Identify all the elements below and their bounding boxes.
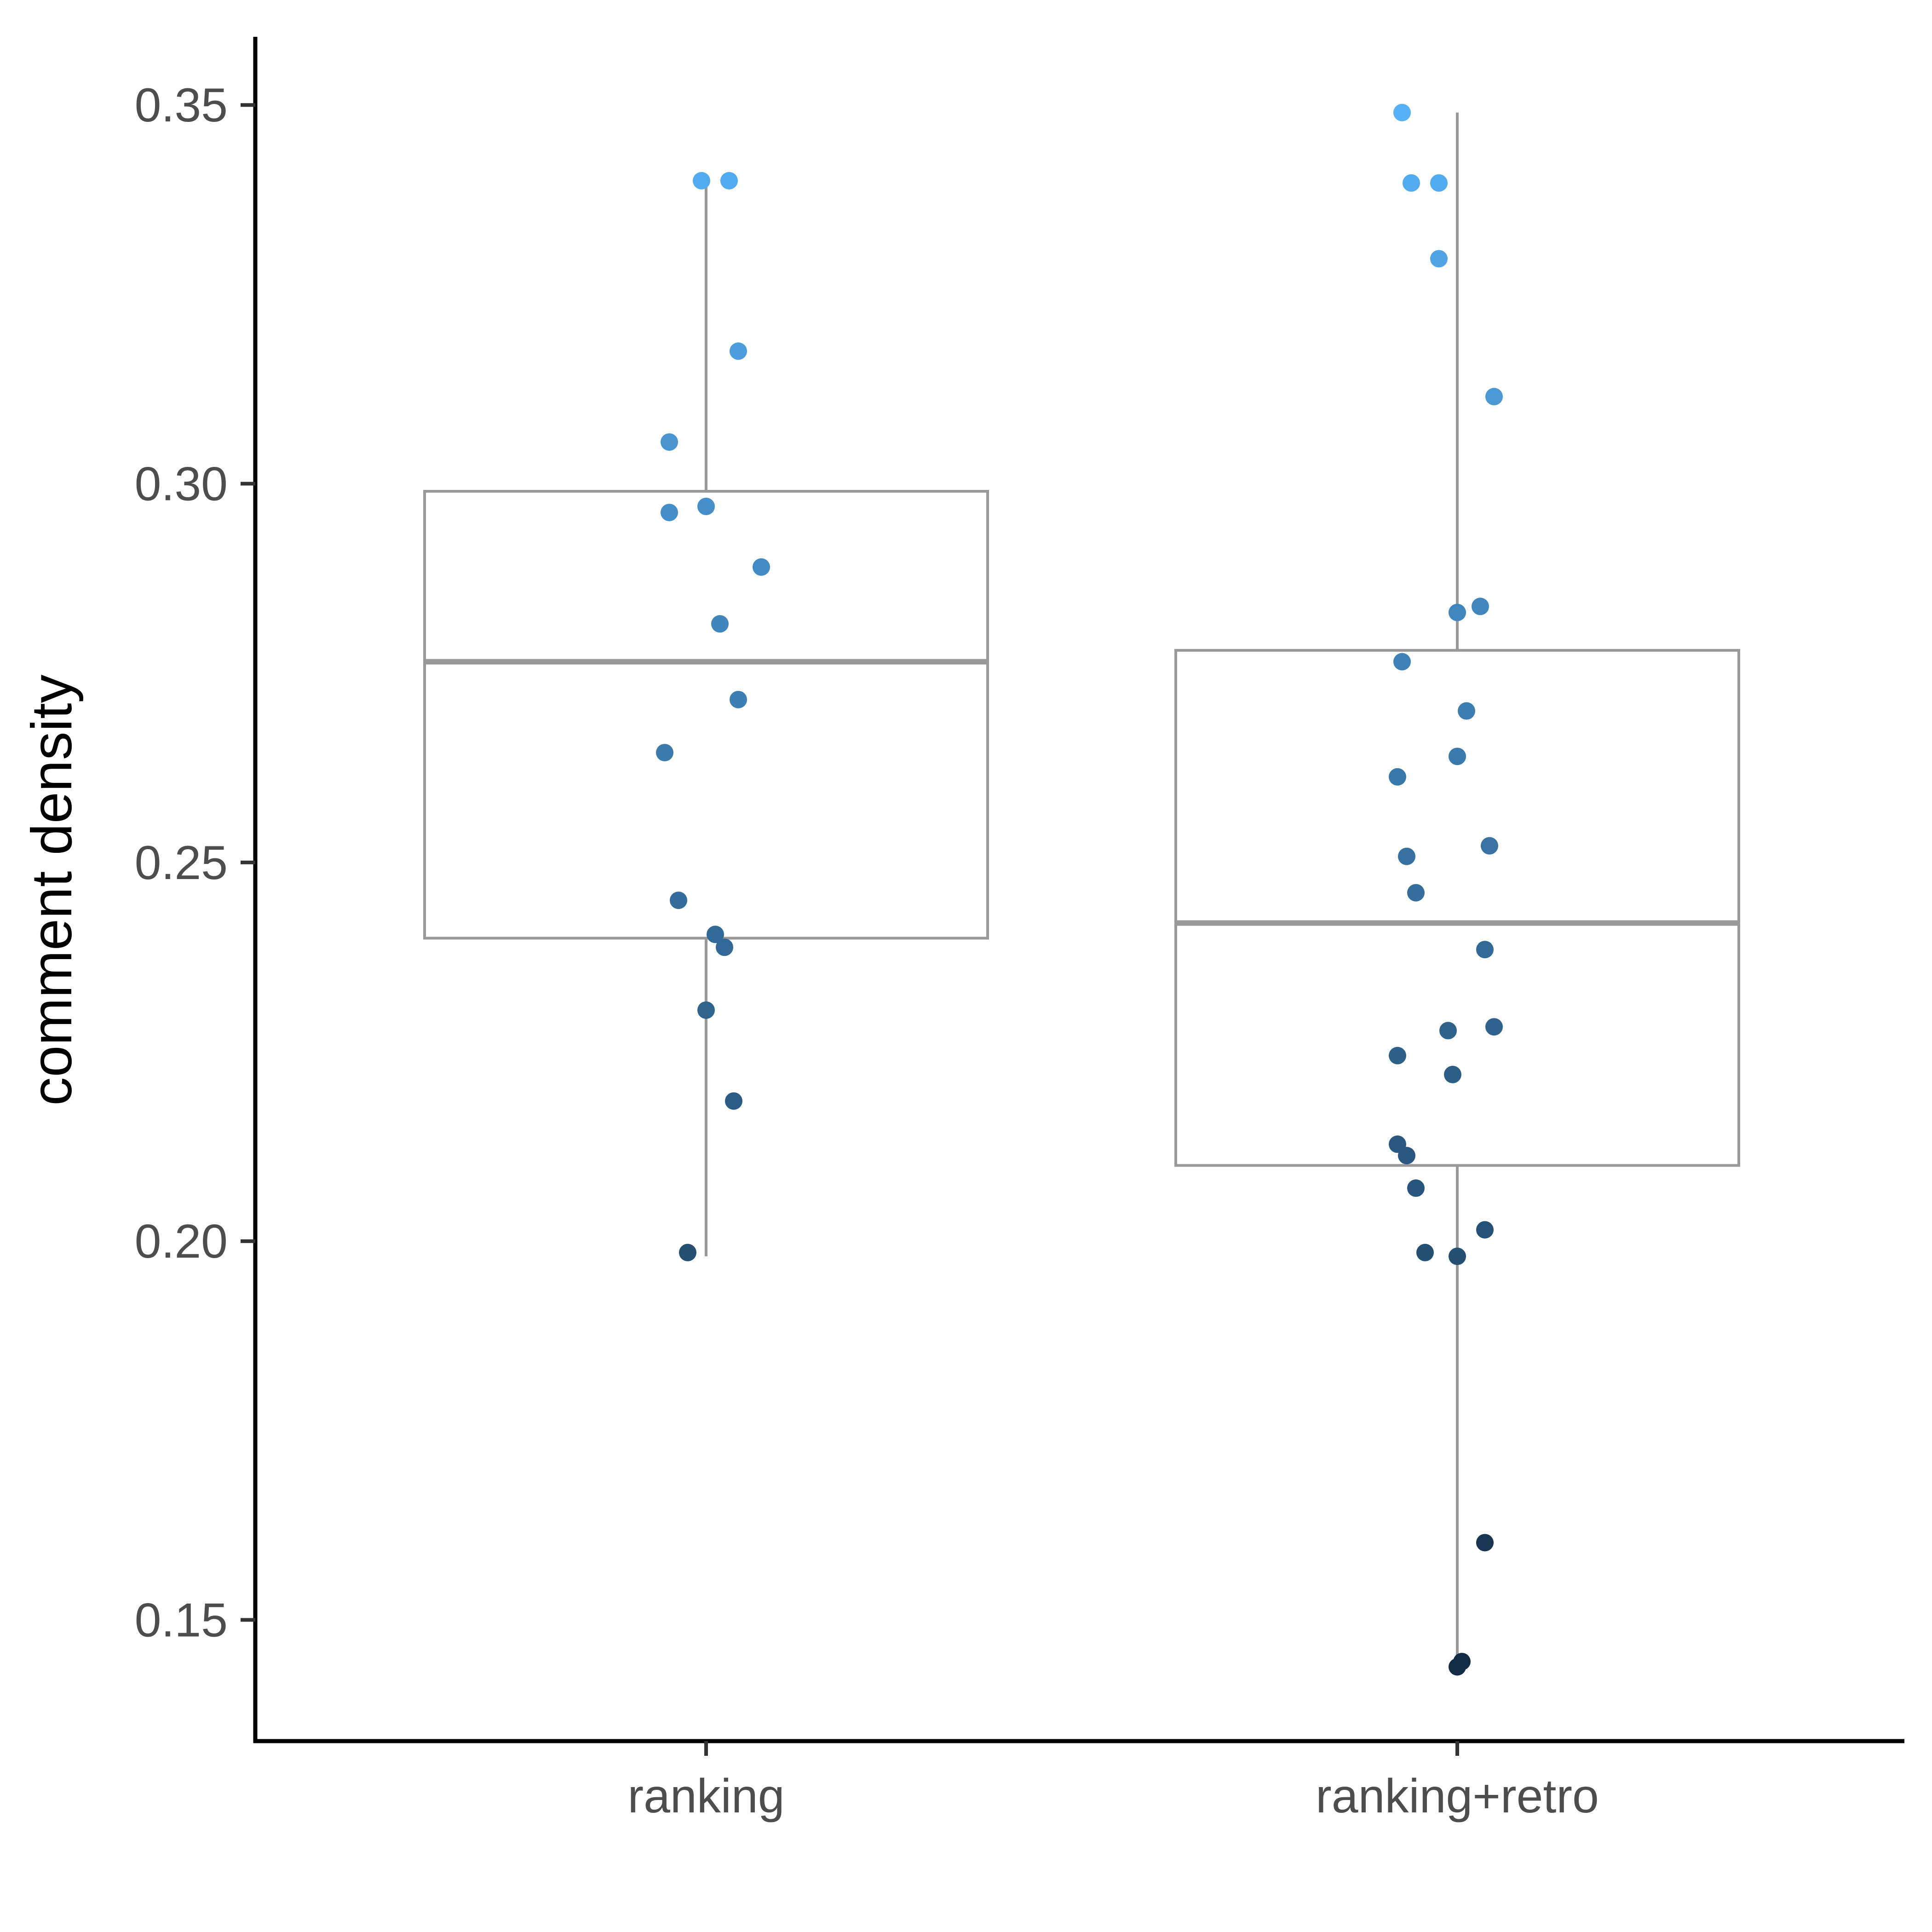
data-point xyxy=(1449,748,1466,765)
data-point xyxy=(730,342,747,360)
data-point xyxy=(1481,837,1498,855)
data-point xyxy=(1398,1147,1415,1165)
data-point xyxy=(1449,604,1466,621)
data-point xyxy=(1476,1534,1494,1552)
data-point xyxy=(1476,1221,1494,1239)
data-point xyxy=(1398,847,1415,865)
data-point xyxy=(693,172,710,190)
data-point xyxy=(1403,174,1420,192)
data-point xyxy=(1430,174,1448,192)
data-point xyxy=(1449,1658,1466,1676)
data-point xyxy=(1416,1243,1434,1261)
data-point xyxy=(1393,653,1411,671)
data-point xyxy=(1476,941,1494,959)
y-tick-label: 0.15 xyxy=(135,1594,228,1647)
data-point xyxy=(1472,598,1489,615)
data-point xyxy=(1407,1179,1425,1197)
data-point xyxy=(1458,702,1475,720)
data-point xyxy=(1485,388,1503,406)
data-point xyxy=(1393,104,1411,121)
y-tick-label: 0.30 xyxy=(135,458,228,511)
box-iqr xyxy=(423,490,989,940)
data-point xyxy=(1407,884,1425,902)
y-tick-label: 0.25 xyxy=(135,836,228,890)
data-point xyxy=(656,744,673,762)
data-point xyxy=(670,891,687,909)
y-tick-label: 0.20 xyxy=(135,1215,228,1268)
data-point xyxy=(707,926,724,943)
points-layer xyxy=(656,104,1503,1676)
data-point xyxy=(1430,250,1448,268)
box-iqr xyxy=(1174,649,1740,1167)
data-point xyxy=(1389,768,1406,786)
data-point xyxy=(697,1001,715,1019)
axes-layer: 0.15 0.20 0.25 0.30 0.35 ranking ranking+retro xyxy=(135,37,1904,1823)
data-point xyxy=(711,615,729,633)
data-point xyxy=(661,504,678,522)
x-tick-label: ranking xyxy=(627,1770,784,1823)
data-point xyxy=(716,938,733,956)
y-axis-title: comment density xyxy=(20,674,84,1105)
data-point xyxy=(1444,1065,1461,1083)
x-tick-label: ranking+retro xyxy=(1316,1770,1599,1823)
data-point xyxy=(679,1243,696,1261)
data-point xyxy=(1485,1018,1503,1036)
data-point xyxy=(1439,1022,1457,1040)
data-point xyxy=(720,172,738,190)
data-point xyxy=(1389,1046,1406,1064)
y-tick-label: 0.35 xyxy=(135,79,228,132)
data-point xyxy=(661,433,678,451)
data-point xyxy=(725,1092,742,1110)
data-point xyxy=(1449,1248,1466,1265)
data-point xyxy=(697,497,715,515)
data-point xyxy=(730,690,747,708)
boxes-layer xyxy=(423,112,1740,1666)
data-point xyxy=(753,558,770,576)
